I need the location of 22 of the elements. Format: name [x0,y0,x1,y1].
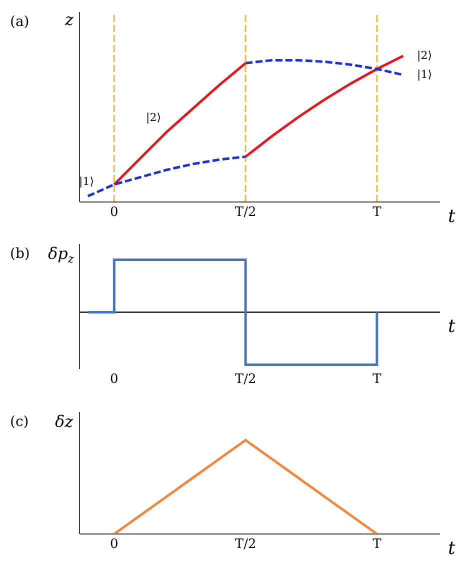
y-axis-title: δz [55,412,74,431]
series-label: |2⟩ [146,111,161,124]
y-axis-title: z [64,10,74,29]
series-label: |2⟩ [417,49,432,62]
text: (b) [10,246,30,262]
x-tick-label: T [372,205,382,220]
y-axis-title: δp$_{z}$ [48,244,74,266]
text: (a) [10,14,30,30]
x-tick-label: T [372,372,382,387]
x-tick-label: 0 [110,537,118,552]
x-tick-label: T/2 [234,372,256,387]
x-tick-label: T/2 [234,537,256,552]
x-axis-title: t [448,316,456,337]
series-label: |1⟩ [79,175,94,188]
x-tick-label: T/2 [234,205,256,220]
x-tick-label: T [372,537,382,552]
text: (c) [10,414,29,430]
x-tick-label: 0 [110,205,118,220]
x-axis-title: t [448,538,456,559]
series-label: |1⟩ [417,68,432,81]
x-axis-title: t [448,206,456,227]
x-tick-label: 0 [110,372,118,387]
